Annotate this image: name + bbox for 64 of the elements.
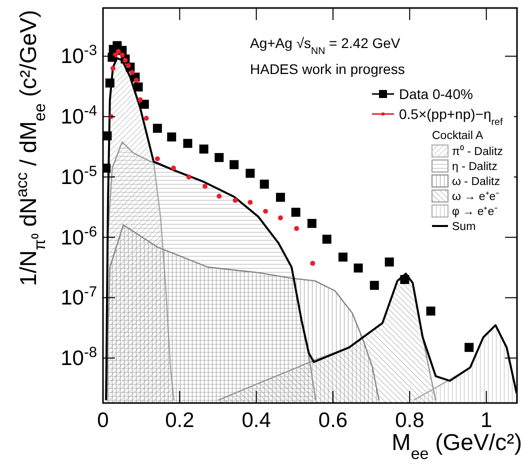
point (144, 116, 149, 121)
x-tick-label: 1 (480, 409, 492, 432)
point (354, 264, 363, 273)
y-tick-label: 10$^{-5}$ (60, 164, 97, 189)
point (214, 153, 224, 162)
x-tick-label: 0 (97, 409, 109, 432)
x-tick-label: 0.4 (242, 409, 272, 432)
point (116, 48, 121, 54)
legend-label: Sum (452, 221, 476, 233)
point (154, 156, 160, 162)
point (248, 200, 253, 205)
y-tick-label: 10$^{-8}$ (60, 345, 97, 370)
point (216, 194, 222, 199)
legend-label: π⁰ - Dalitz (452, 145, 504, 158)
x-tick-label: 0.6 (318, 409, 348, 432)
point (134, 78, 139, 83)
annotation: Ag+Ag √s$_{NN}$ = 2.42 GeV (250, 35, 401, 56)
point (294, 226, 300, 231)
x-tick-label: 0.8 (395, 409, 424, 432)
point (202, 184, 208, 189)
point (384, 258, 394, 267)
y-tick-label: 10$^{-3}$ (60, 43, 97, 68)
point (426, 306, 436, 316)
legend-label: ω - Dalitz (452, 176, 500, 188)
point (338, 252, 348, 262)
point (310, 260, 316, 266)
point (120, 52, 125, 58)
point (260, 180, 269, 189)
point (171, 166, 176, 171)
legend-label: η - Dalitz (452, 161, 498, 173)
point (105, 78, 114, 88)
point (400, 275, 410, 284)
point (246, 168, 255, 178)
point (183, 138, 192, 148)
legend-label: φ → e⁺e⁻ (452, 206, 498, 218)
point (140, 100, 149, 109)
point (199, 144, 208, 154)
x-axis-title: M$_{ee}$ (GeV/c²) (392, 429, 522, 463)
point (130, 70, 135, 75)
legend-title: Cocktail A (432, 130, 484, 142)
point (322, 234, 332, 244)
y-tick-label: 10$^{-4}$ (60, 104, 97, 129)
point (134, 82, 143, 92)
point (167, 132, 176, 142)
annotation: HADES work in progress (250, 61, 405, 77)
point (138, 97, 143, 102)
point (230, 160, 239, 170)
point (186, 174, 192, 180)
legend-label: ω → e⁺e⁻ (452, 191, 500, 203)
x-tick-label: 0.2 (165, 409, 194, 432)
point (307, 218, 316, 228)
legend-label: 0.5×(pp+np)−η$_{ref}$ (399, 106, 503, 128)
point (464, 342, 474, 352)
y-tick-label: 10$^{-7}$ (60, 284, 97, 310)
point (291, 208, 300, 217)
point (110, 66, 116, 71)
point (278, 215, 283, 220)
point (276, 192, 285, 202)
point (370, 280, 379, 290)
point (263, 208, 268, 214)
legend-label: Data 0-40% (399, 86, 473, 102)
point (232, 198, 238, 203)
y-tick-label: 10$^{-6}$ (60, 224, 97, 250)
point (152, 124, 162, 133)
